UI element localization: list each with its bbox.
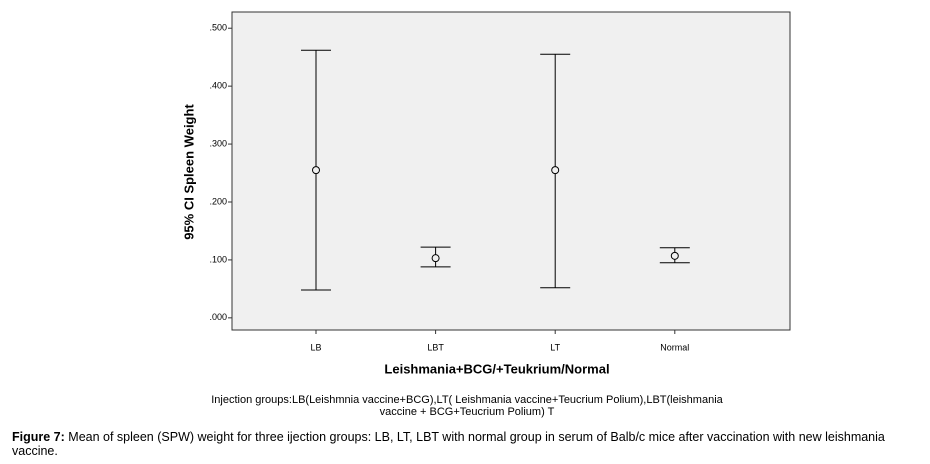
plot-area: [231, 11, 791, 331]
note-line: Injection groups:LB(Leishmnia vaccine+BC…: [211, 394, 723, 406]
chart: 95% CI Spleen Weight Leishmania+BCG/+Teu…: [181, 11, 791, 418]
y-tick-label: .100: [209, 254, 227, 264]
y-tick-label: .200: [209, 196, 227, 206]
x-tick-label: Normal: [660, 342, 689, 352]
y-axis-label: 95% CI Spleen Weight: [181, 104, 196, 240]
caption-text: Mean of spleen (SPW) weight for three ij…: [12, 430, 885, 458]
y-tick-label: .500: [209, 23, 227, 33]
note-line: vaccine + BCG+Teucrium Polium) T: [380, 406, 555, 418]
y-tick-label: .000: [209, 312, 227, 322]
mean-point: [551, 166, 560, 175]
x-tick-label: LB: [310, 342, 321, 352]
mean-point: [670, 251, 679, 260]
mean-point: [312, 166, 320, 175]
y-tick-label: .300: [209, 138, 227, 148]
x-axis-label: Leishmania+BCG/+Teukrium/Normal: [384, 361, 609, 376]
caption: Figure 7: Mean of spleen (SPW) weight fo…: [12, 430, 922, 458]
x-tick-label: LBT: [427, 342, 444, 352]
mean-point: [431, 254, 440, 263]
caption-label: Figure 7:: [12, 430, 65, 444]
y-tick-label: .400: [209, 81, 227, 91]
x-tick-label: LT: [550, 342, 560, 352]
